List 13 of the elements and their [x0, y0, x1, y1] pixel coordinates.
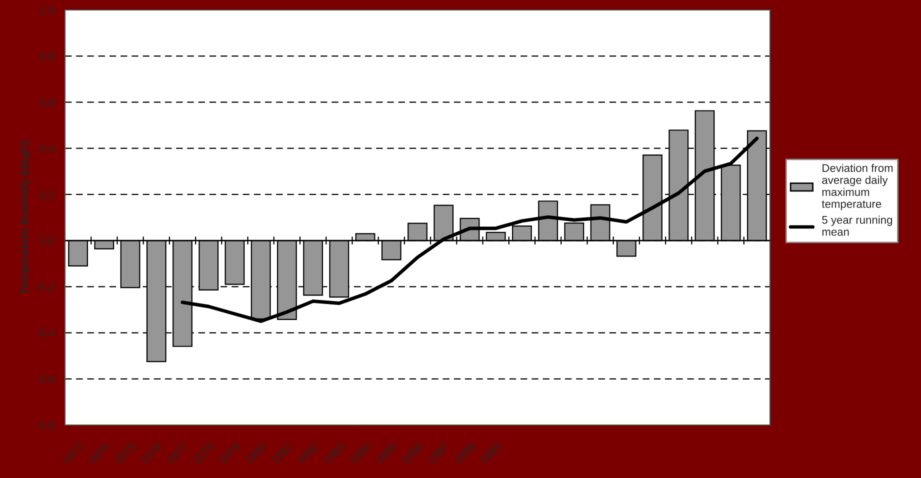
y-tick-label: -0.6 — [36, 375, 54, 384]
y-tick-label: 0.4 — [40, 144, 54, 152]
legend-label: Deviation from average daily maximum temperature — [822, 164, 893, 210]
y-axis-title: Temperature Anomaly (degC) — [19, 140, 30, 295]
y-tick-label: 1.0 — [40, 6, 54, 14]
y-tick-label: 0.6 — [40, 98, 54, 106]
y-tick-label: 0.8 — [40, 52, 54, 60]
y-tick-label: 0.0 — [40, 236, 54, 245]
legend-label: 5 year running mean — [822, 216, 892, 236]
y-tick-label: -0.2 — [36, 282, 54, 291]
y-tick-label: 0.2 — [40, 190, 54, 199]
y-tick-label: -0.4 — [36, 329, 54, 337]
y-tick-label: -0.8 — [36, 421, 54, 430]
